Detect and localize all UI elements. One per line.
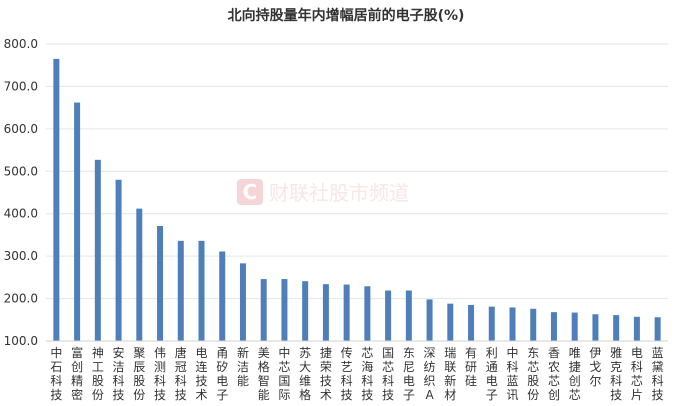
x-tick-label: 雅克科技	[610, 345, 622, 402]
x-tick-label: 美格智能	[258, 346, 270, 402]
x-tick-label: 有研硅	[465, 346, 477, 388]
y-tick-label: 600.0	[4, 122, 38, 136]
x-tick-label: 香农芯创	[548, 346, 560, 402]
bar	[115, 179, 122, 341]
watermark: C 财联社股市频道	[237, 179, 409, 205]
bar	[426, 299, 433, 341]
c-logo-icon	[237, 179, 263, 205]
y-tick-label: 100.0	[4, 334, 38, 348]
x-tick-label: 电科芯片	[631, 346, 643, 402]
x-axis-labels: 中石科技富创精密神工股份安洁科技聚辰股份伟测科技唐冠科技电连技术甬矽电子新洁能美…	[50, 345, 663, 402]
x-tick-label: 苏大维格	[299, 346, 311, 402]
bar	[260, 279, 267, 341]
x-tick-label: 唯捷创芯	[569, 346, 581, 402]
chart-title: 北向持股量年内增幅居前的电子股(%)	[228, 7, 465, 24]
bar	[550, 312, 557, 341]
bar	[281, 279, 288, 341]
bar	[53, 58, 60, 341]
gridlines	[46, 43, 668, 300]
bar	[405, 290, 412, 341]
bar	[468, 304, 475, 341]
x-tick-label: 甬矽电子	[216, 346, 228, 402]
bar	[364, 286, 371, 341]
x-tick-label: 富创精密	[71, 345, 83, 402]
x-tick-label: 唐冠科技	[175, 345, 187, 402]
bar	[239, 263, 246, 341]
x-tick-label: 东芯股份	[527, 346, 539, 402]
bar	[633, 316, 640, 341]
x-tick-label: 深纺织 A	[424, 346, 436, 402]
x-tick-label: 瑞联新材	[444, 346, 456, 402]
watermark-text: 财联社股市频道	[269, 181, 409, 205]
x-tick-label: 中石科技	[50, 345, 62, 402]
bar	[343, 284, 350, 341]
x-tick-label: 电连技术	[195, 346, 207, 402]
bar	[302, 281, 309, 341]
bar	[447, 303, 454, 341]
x-tick-label: 神工股份	[92, 346, 104, 402]
y-tick-label: 200.0	[4, 292, 38, 306]
x-tick-label: 捷荣技术	[320, 346, 332, 402]
y-tick-label: 700.0	[4, 79, 38, 93]
y-tick-label: 800.0	[4, 37, 38, 51]
bar	[509, 307, 516, 341]
bar	[74, 102, 81, 342]
bar	[198, 240, 205, 341]
bar	[592, 314, 599, 341]
bar	[654, 317, 661, 341]
y-tick-label: 400.0	[4, 207, 38, 221]
bar	[177, 240, 184, 341]
x-tick-label: 利通电子	[486, 346, 498, 402]
x-tick-label: 伟测科技	[154, 346, 166, 402]
svg-text:C: C	[243, 180, 258, 204]
x-tick-label: 传艺科技	[341, 345, 353, 402]
x-tick-label: 中芯国际	[278, 345, 290, 402]
x-tick-label: 伊戈尔	[589, 346, 601, 388]
x-tick-label: 芯海科技	[361, 346, 373, 402]
bar	[94, 159, 101, 341]
x-tick-label: 国芯科技	[382, 346, 394, 402]
bar	[613, 315, 620, 341]
bar	[136, 208, 143, 341]
bar	[219, 251, 226, 341]
bar	[571, 312, 578, 341]
bar	[322, 284, 329, 341]
bar	[385, 290, 392, 341]
x-tick-label: 聚辰股份	[133, 346, 145, 402]
y-axis-ticks: 100.0 200.0 300.0 400.0 500.0 600.0 700.0 800.0	[4, 37, 38, 348]
bar	[157, 226, 164, 341]
bar	[488, 306, 495, 341]
x-tick-label: 中科蓝讯	[506, 345, 518, 402]
x-tick-label: 新洁能	[237, 345, 249, 388]
x-tick-label: 蓝黛科技	[652, 346, 664, 402]
x-tick-label: 东尼电子	[403, 346, 415, 402]
y-tick-label: 300.0	[4, 249, 38, 263]
y-tick-label: 500.0	[4, 164, 38, 178]
bars	[53, 58, 661, 342]
x-tick-label: 安洁科技	[113, 345, 125, 402]
bar	[530, 308, 537, 341]
